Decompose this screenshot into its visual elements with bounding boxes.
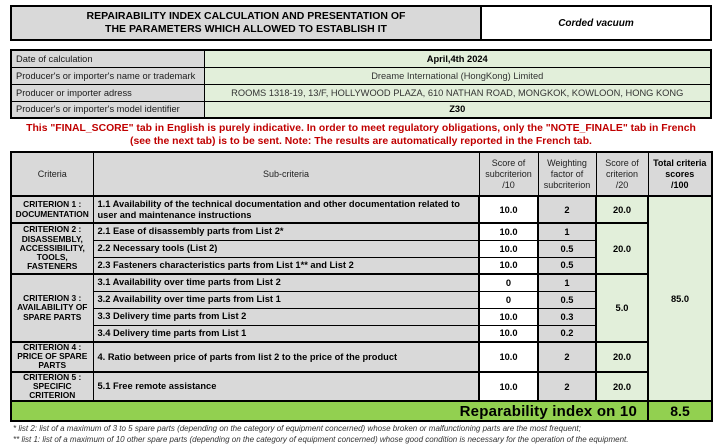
criterion-5-score: 20.0 [595, 370, 649, 402]
table-row-3-3: 3.3 Delivery time parts from List 2 10.0… [11, 307, 712, 326]
criterion-4-label: CRITERION 4 : PRICE OF SPARE PARTS [10, 341, 94, 373]
subcriterion-5-1: 5.1 Free remote assistance [92, 370, 480, 402]
total-criteria-score: 85.0 [647, 194, 713, 402]
column-header-sub-criteria: Sub-criteria [92, 151, 480, 197]
info-label-date: Date of calculation [10, 49, 205, 68]
criterion-3-score: 5.0 [595, 273, 649, 343]
subcriterion-3-2: 3.2 Availability over time parts from Li… [92, 290, 480, 309]
weight-2-1: 1 [537, 222, 597, 241]
criterion-1-label: CRITERION 1 : DOCUMENTATION [10, 195, 94, 224]
regulatory-notice-line2: (see the next tab) is to be sent. Note: … [130, 136, 592, 147]
info-label-model: Producer's or importer's model identifie… [10, 100, 205, 119]
report-title-line1: REPAIRABILITY INDEX CALCULATION AND PRES… [86, 10, 406, 22]
table-row-1-1: CRITERION 1 : DOCUMENTATION 1.1 Availabi… [10, 194, 713, 402]
criterion-2-score: 20.0 [595, 222, 649, 275]
score-5-1: 10.0 [478, 370, 539, 402]
column-header-criteria: Criteria [10, 151, 94, 197]
weight-4: 2 [537, 341, 597, 373]
info-label-name: Producer's or importer's name or tradema… [10, 66, 205, 85]
subcriterion-3-3: 3.3 Delivery time parts from List 2 [92, 307, 480, 326]
column-header-weighting-factor: Weighting factor of subcriterion [537, 151, 597, 197]
producer-info-table: Date of calculation April,4th 2024 Produ… [10, 49, 712, 119]
column-header-score-subcriterion: Score of subcriterion /10 [478, 151, 539, 197]
score-1-1: 10.0 [478, 195, 539, 224]
column-header-score-criterion: Score of criterion /20 [595, 151, 649, 197]
criterion-5-label: CRITERION 5 : SPECIFIC CRITERION [10, 370, 94, 402]
score-3-1: 0 [478, 273, 539, 292]
weight-5-1: 2 [537, 370, 597, 402]
subcriterion-3-1: 3.1 Availability over time parts from Li… [92, 273, 480, 292]
result-row: Reparability index on 10 8.5 [10, 400, 713, 422]
report-header: REPAIRABILITY INDEX CALCULATION AND PRES… [10, 5, 712, 41]
repairability-index-value: 8.5 [647, 400, 713, 422]
regulatory-notice-line1: This "FINAL_SCORE" tab in English is pur… [26, 123, 696, 134]
subcriterion-2-2: 2.2 Necessary tools (List 2) [92, 239, 480, 258]
score-4: 10.0 [478, 341, 539, 373]
score-3-4: 10.0 [478, 324, 539, 343]
info-value-address: ROOMS 1318-19, 13/F, HOLLYWOOD PLAZA, 61… [203, 83, 712, 102]
subcriterion-2-3: 2.3 Fasteners characteristics parts from… [92, 256, 480, 275]
criteria-table: Criteria Sub-criteria Score of subcriter… [10, 151, 713, 423]
info-value-model: Z30 [203, 100, 712, 119]
criterion-1-score: 20.0 [595, 195, 649, 224]
footnote-list1: ** list 1: list of a maximum of 10 other… [13, 434, 629, 444]
info-row-name: Producer's or importer's name or tradema… [10, 66, 712, 85]
score-3-3: 10.0 [478, 307, 539, 326]
product-type-label: Corded vacuum [558, 17, 634, 29]
weight-3-2: 0.5 [537, 290, 597, 309]
table-row-4: CRITERION 4 : PRICE OF SPARE PARTS 4. Ra… [10, 341, 712, 373]
repairability-index-label: Reparability index on 10 [10, 400, 649, 422]
table-row-5-1: CRITERION 5 : SPECIFIC CRITERION 5.1 Fre… [10, 370, 712, 402]
score-3-2: 0 [478, 290, 539, 309]
score-2-2: 10.0 [478, 239, 539, 258]
weight-2-2: 0.5 [537, 239, 597, 258]
report-title-line2: THE PARAMETERS WHICH ALLOWED TO ESTABLIS… [105, 23, 387, 35]
weight-2-3: 0.5 [537, 256, 597, 275]
subcriterion-2-1: 2.1 Ease of disassembly parts from List … [92, 222, 480, 241]
subcriterion-3-4: 3.4 Delivery time parts from List 1 [92, 324, 480, 343]
info-row-date: Date of calculation April,4th 2024 [10, 49, 712, 68]
subcriterion-1-1: 1.1 Availability of the technical docume… [92, 195, 480, 224]
footnotes: * list 2: list of a maximum of 3 to 5 sp… [10, 424, 712, 445]
criterion-4-score: 20.0 [595, 341, 649, 373]
criteria-table-header-row: Criteria Sub-criteria Score of subcriter… [10, 151, 713, 197]
subcriterion-4: 4. Ratio between price of parts from lis… [92, 341, 480, 373]
product-type-cell: Corded vacuum [482, 7, 710, 39]
weight-3-3: 0.3 [537, 307, 597, 326]
criterion-2-label: CRITERION 2 : DISASSEMBLY, ACCESSIBILITY… [10, 222, 94, 275]
repairability-report: REPAIRABILITY INDEX CALCULATION AND PRES… [10, 5, 713, 444]
table-row-3-2: 3.2 Availability over time parts from Li… [11, 290, 712, 309]
info-value-date: April,4th 2024 [203, 49, 712, 68]
weight-3-1: 1 [537, 273, 597, 292]
table-row-3-1: CRITERION 3 : AVAILABILITY OF SPARE PART… [10, 273, 712, 343]
table-row-3-4: 3.4 Delivery time parts from List 1 10.0… [11, 324, 712, 343]
score-2-3: 10.0 [478, 256, 539, 275]
criterion-3-label: CRITERION 3 : AVAILABILITY OF SPARE PART… [10, 273, 94, 343]
info-value-name: Dreame International (HongKong) Limited [203, 66, 712, 85]
report-title: REPAIRABILITY INDEX CALCULATION AND PRES… [12, 7, 482, 39]
weight-1-1: 2 [537, 195, 597, 224]
info-label-address: Producer or importer adress [10, 83, 205, 102]
info-row-address: Producer or importer adress ROOMS 1318-1… [10, 83, 712, 102]
footnote-list2: * list 2: list of a maximum of 3 to 5 sp… [13, 424, 581, 434]
column-header-total-scores: Total criteria scores /100 [647, 151, 713, 197]
weight-3-4: 0.2 [537, 324, 597, 343]
info-row-model: Producer's or importer's model identifie… [10, 100, 712, 119]
regulatory-notice: This "FINAL_SCORE" tab in English is pur… [10, 122, 712, 148]
score-2-1: 10.0 [478, 222, 539, 241]
table-row-2-1: CRITERION 2 : DISASSEMBLY, ACCESSIBILITY… [10, 222, 712, 275]
